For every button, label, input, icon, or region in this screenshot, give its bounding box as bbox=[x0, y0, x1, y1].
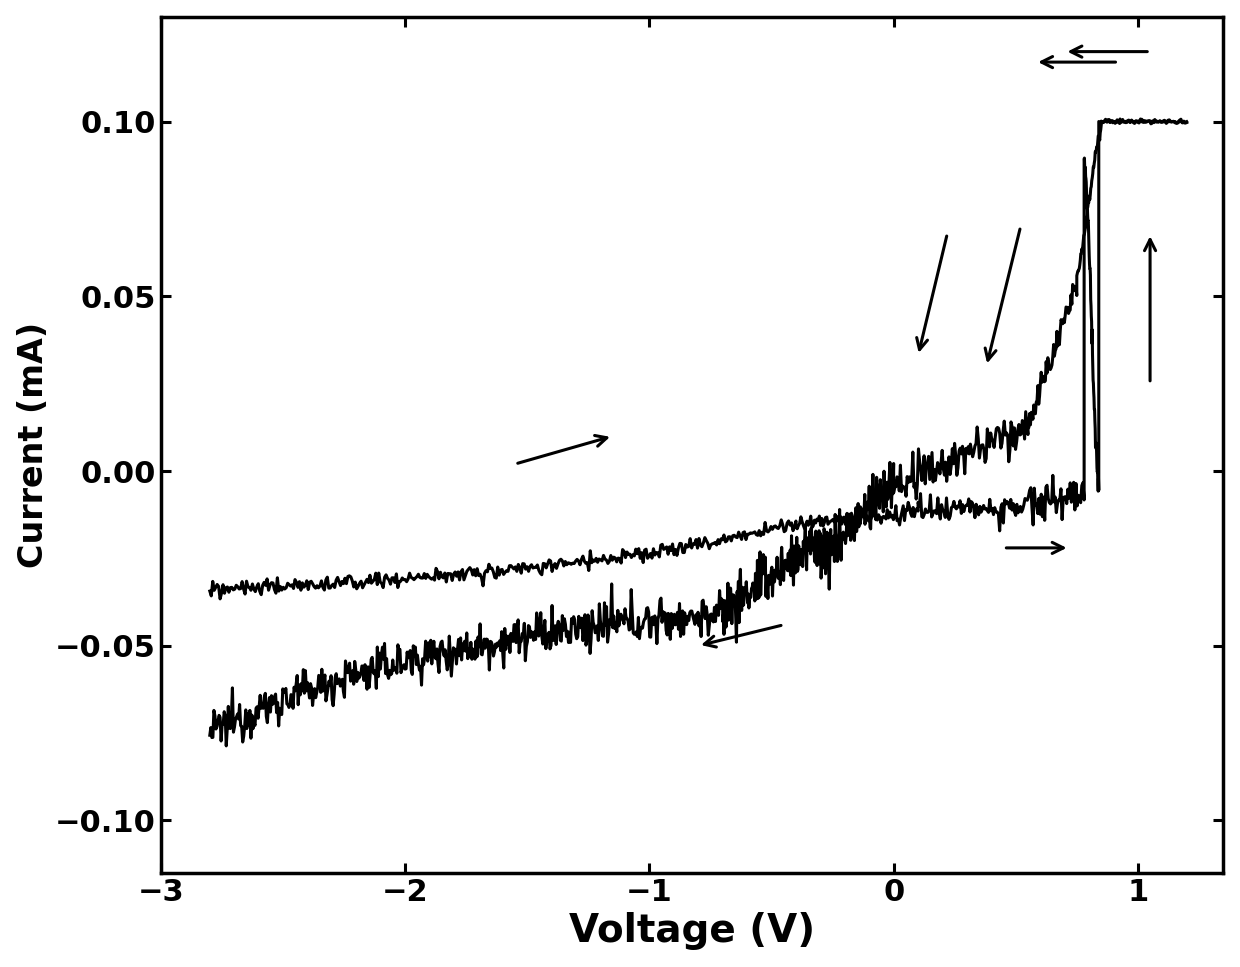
X-axis label: Voltage (V): Voltage (V) bbox=[569, 912, 815, 951]
Y-axis label: Current (mA): Current (mA) bbox=[16, 322, 50, 568]
